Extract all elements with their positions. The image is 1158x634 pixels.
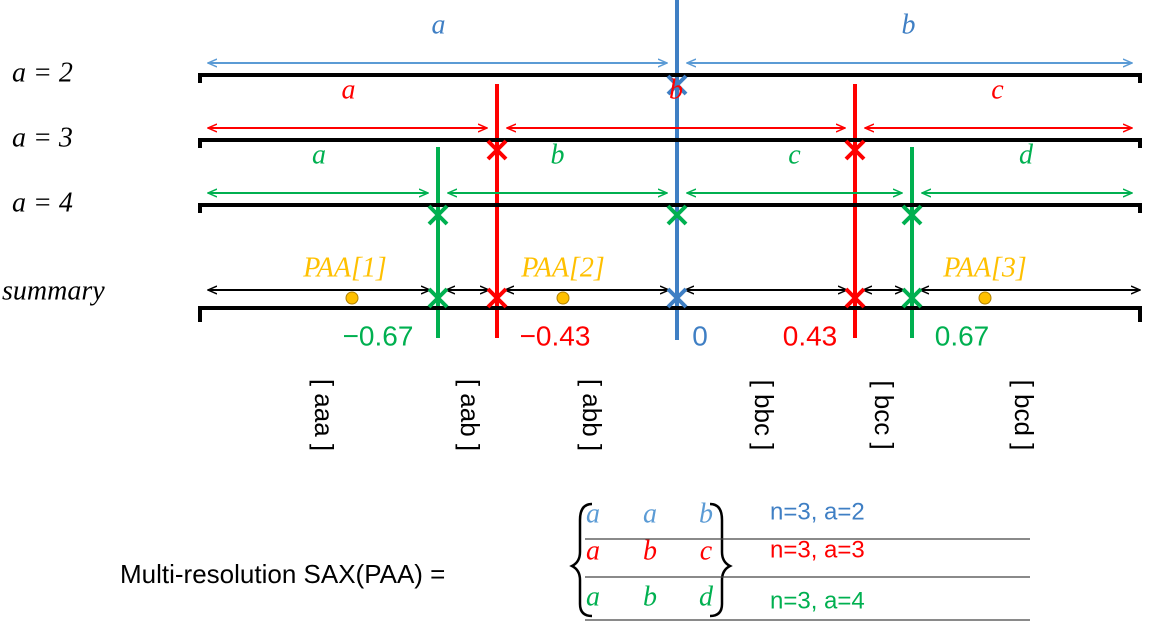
segment-label: a [312, 139, 326, 170]
paa-label: PAA[3] [942, 252, 1027, 283]
cross [844, 139, 866, 161]
axis [198, 306, 1142, 322]
matrix-entry: b [643, 535, 657, 566]
matrix-entry: a [643, 498, 657, 529]
axis [198, 138, 1142, 148]
cross [901, 287, 923, 309]
cross [844, 287, 866, 309]
cross [666, 204, 688, 226]
brace [709, 502, 733, 618]
matrix-entry: b [643, 581, 657, 612]
cross [486, 139, 508, 161]
note: n=3, a=3 [770, 536, 865, 563]
row-label: a = 2 [12, 57, 73, 88]
segment-label: b [902, 9, 916, 40]
note: n=3, a=2 [770, 498, 865, 525]
cross [427, 287, 449, 309]
breakpoint-label: 0.67 [935, 320, 990, 351]
cross [427, 204, 449, 226]
matrix-entry: a [586, 498, 600, 529]
matrix-entry: a [586, 535, 600, 566]
matrix-entry: c [700, 535, 713, 566]
segment-label: b [669, 74, 683, 105]
breakpoint-label: 0.43 [783, 320, 838, 351]
segment-label: c [788, 139, 801, 170]
paa-label: PAA[2] [520, 252, 605, 283]
segment-label: a [432, 9, 446, 40]
row-label: summary [2, 275, 105, 306]
axis [198, 203, 1142, 213]
word: [ bcc ] [869, 380, 899, 449]
cross [666, 74, 688, 96]
row-label: a = 3 [12, 122, 73, 153]
brace [569, 502, 593, 618]
paa-point [556, 291, 570, 305]
axis [198, 73, 1142, 83]
formula-label: Multi-resolution SAX(PAA) = [120, 559, 445, 589]
segment-label: a [342, 74, 356, 105]
word: [ aab ] [455, 379, 485, 451]
breakpoint-label: −0.43 [520, 320, 591, 351]
note: n=3, a=4 [770, 587, 865, 614]
cross [666, 287, 688, 309]
paa-point [978, 291, 992, 305]
segment-label: b [551, 139, 565, 170]
row-label: a = 4 [12, 187, 73, 218]
segment-label: c [991, 74, 1004, 105]
word: [ bbc ] [749, 380, 779, 451]
cross [486, 287, 508, 309]
segment-label: d [1019, 139, 1034, 170]
cross [901, 204, 923, 226]
matrix-entry: b [699, 498, 713, 529]
word: [ aaa ] [309, 379, 339, 451]
word: [ abb ] [577, 379, 607, 451]
breakpoint-label: 0 [692, 320, 708, 351]
matrix-entry: a [586, 581, 600, 612]
paa-label: PAA[1] [302, 252, 387, 283]
breakpoint-label: −0.67 [343, 320, 414, 351]
word: [ bcd ] [1009, 380, 1039, 451]
matrix-entry: d [699, 581, 714, 612]
paa-point [345, 291, 359, 305]
